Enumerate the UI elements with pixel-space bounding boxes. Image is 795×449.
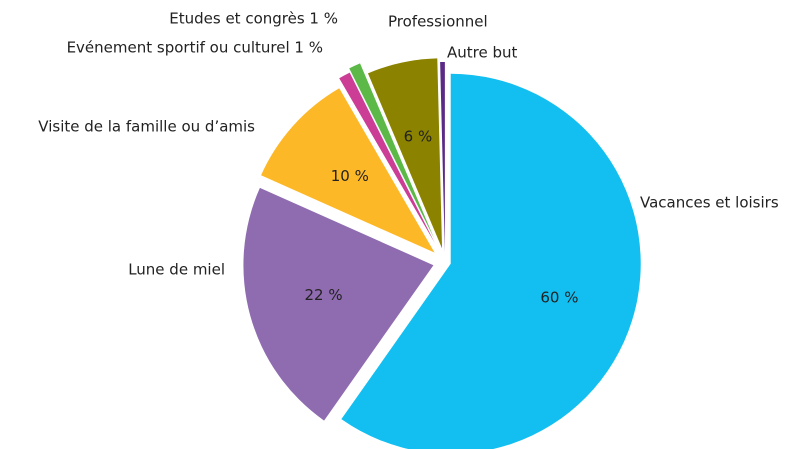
slice-label: Lune de miel [128, 261, 225, 279]
pie-slice [341, 73, 641, 449]
pie-slice [349, 63, 435, 239]
pie-slice [261, 88, 435, 253]
pie-slice [367, 58, 443, 249]
value-label: 6 % [404, 127, 433, 145]
pie-slice [243, 187, 434, 421]
slice-label: Evénement sportif ou culturel 1 % [67, 39, 323, 57]
slice-label: Etudes et congrès 1 % [169, 10, 338, 28]
value-label: 10 % [331, 167, 369, 185]
value-label: 22 % [304, 286, 342, 304]
pie-slice [440, 62, 445, 253]
value-label: 60 % [540, 289, 578, 307]
slice-label: Visite de la famille ou d’amis [38, 118, 255, 136]
pie-slice [339, 72, 435, 243]
slice-label: Vacances et loisirs [640, 194, 779, 212]
slice-label: Professionnel [388, 13, 488, 31]
slice-label: Autre but [447, 44, 518, 62]
